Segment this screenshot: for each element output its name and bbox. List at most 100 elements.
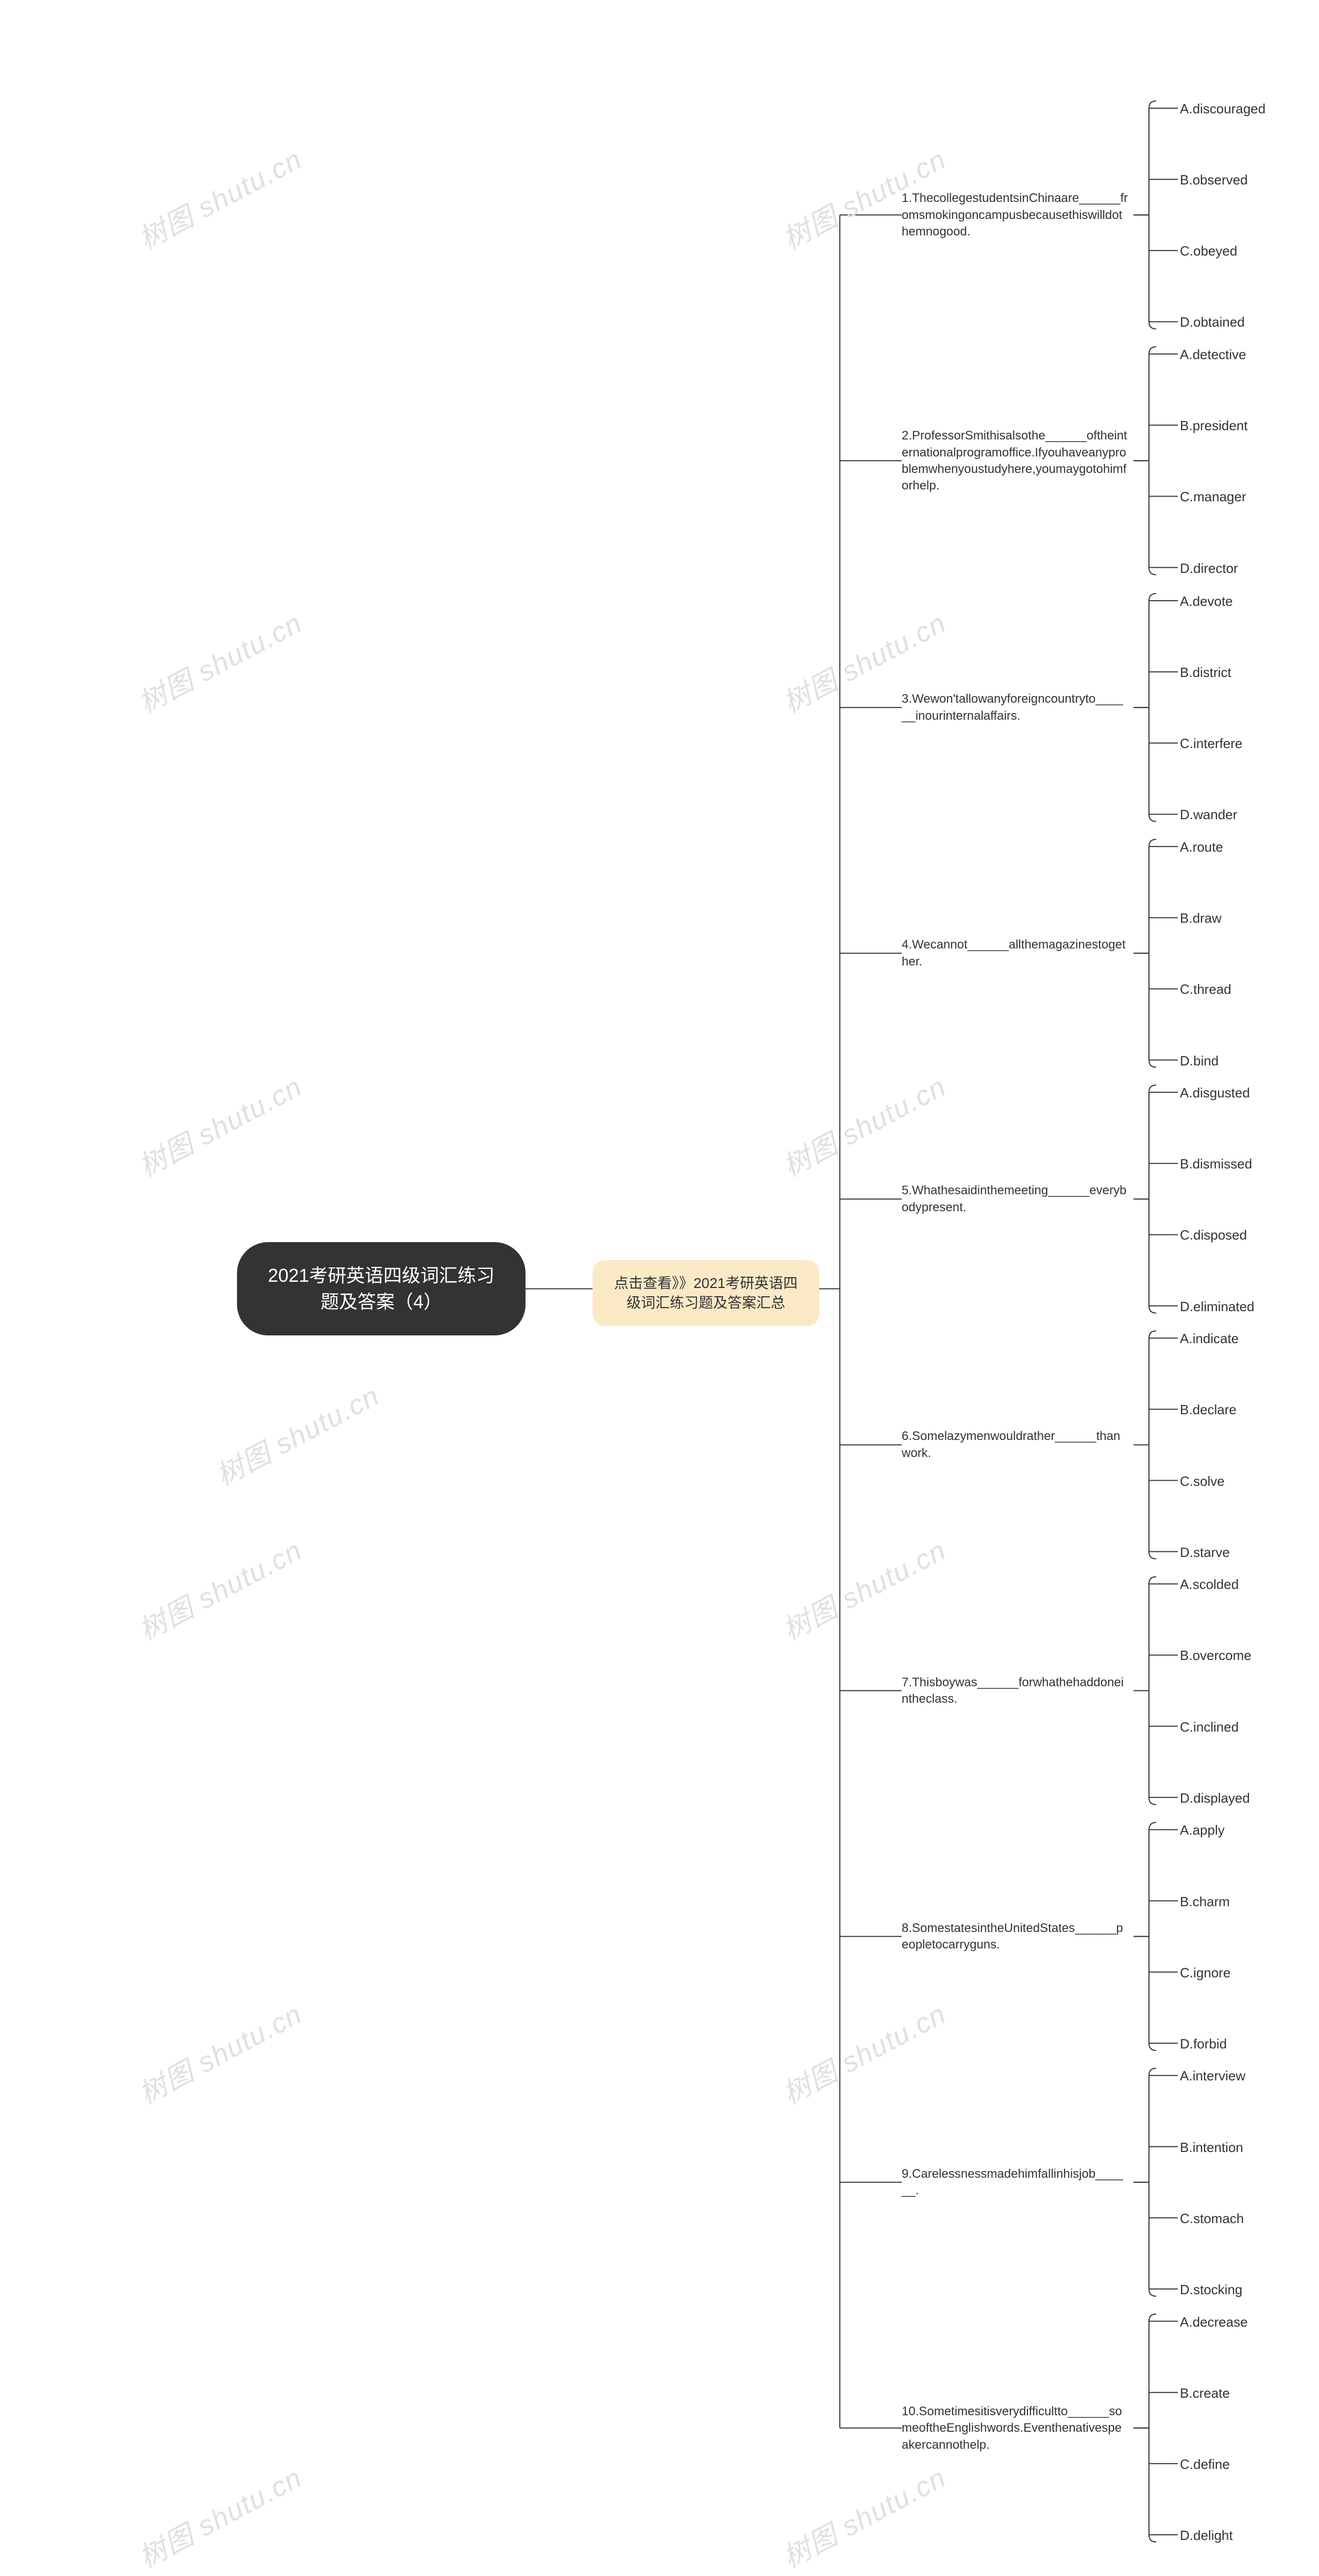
option-3-C: C.interfere [1180, 735, 1242, 753]
option-1-B: B.observed [1180, 171, 1248, 189]
option-3-B: B.district [1180, 664, 1231, 682]
option-2-B: B.president [1180, 417, 1248, 435]
watermark: 树图 shutu.cn [774, 1991, 952, 2112]
question-text: 9.Carelessnessmadehimfallinhisjob______. [902, 2167, 1123, 2197]
watermark: 树图 shutu.cn [130, 1528, 308, 1648]
question-2: 2.ProfessorSmithisalsothe______oftheinte… [902, 428, 1128, 495]
option-4-B: B.draw [1180, 909, 1222, 927]
option-5-C: C.disposed [1180, 1226, 1247, 1244]
option-label: D.director [1180, 561, 1238, 576]
question-text: 4.Wecannot______allthemagazinestogether. [902, 938, 1126, 968]
option-label: A.disgusted [1180, 1085, 1250, 1100]
option-label: A.scolded [1180, 1577, 1239, 1592]
option-label: C.obeyed [1180, 243, 1237, 259]
option-10-C: C.define [1180, 2455, 1230, 2473]
option-2-A: A.detective [1180, 346, 1246, 364]
question-5: 5.Whathesaidinthemeeting______everybodyp… [902, 1182, 1128, 1216]
option-label: B.draw [1180, 910, 1222, 926]
option-label: D.stocking [1180, 2282, 1242, 2297]
root-title: 2021考研英语四级词汇练习题及答案（4） [268, 1265, 495, 1312]
level1-title: 点击查看》》2021考研英语四级词汇练习题及答案汇总 [614, 1275, 798, 1311]
watermark: 树图 shutu.cn [130, 2455, 308, 2575]
option-label: C.solve [1180, 1473, 1225, 1489]
option-label: A.route [1180, 839, 1223, 855]
option-label: B.dismissed [1180, 1156, 1252, 1172]
mindmap-root: 2021考研英语四级词汇练习题及答案（4） [237, 1242, 526, 1335]
option-label: B.charm [1180, 1894, 1230, 1909]
question-8: 8.SomestatesintheUnitedStates______peopl… [902, 1920, 1128, 1954]
watermark: 树图 shutu.cn [130, 1991, 308, 2112]
option-8-B: B.charm [1180, 1893, 1230, 1911]
option-2-C: C.manager [1180, 488, 1246, 506]
option-label: D.obtained [1180, 314, 1245, 330]
mindmap-level1[interactable]: 点击查看》》2021考研英语四级词汇练习题及答案汇总 [593, 1260, 819, 1326]
watermark: 树图 shutu.cn [774, 1528, 952, 1648]
question-9: 9.Carelessnessmadehimfallinhisjob______. [902, 2166, 1128, 2199]
option-label: B.president [1180, 418, 1248, 433]
option-label: C.stomach [1180, 2211, 1244, 2226]
option-7-A: A.scolded [1180, 1575, 1239, 1594]
option-10-D: D.delight [1180, 2527, 1233, 2545]
option-5-D: D.eliminated [1180, 1298, 1255, 1316]
option-10-A: A.decrease [1180, 2313, 1248, 2331]
option-label: D.displayed [1180, 1790, 1250, 1806]
option-3-D: D.wander [1180, 806, 1237, 824]
option-1-C: C.obeyed [1180, 242, 1237, 260]
question-1: 1.ThecollegestudentsinChinaare______from… [902, 190, 1128, 240]
option-label: A.decrease [1180, 2314, 1248, 2330]
option-label: A.detective [1180, 347, 1246, 362]
option-8-D: D.forbid [1180, 2035, 1227, 2053]
option-label: A.devote [1180, 594, 1233, 609]
option-1-D: D.obtained [1180, 313, 1245, 331]
option-2-D: D.director [1180, 560, 1238, 578]
option-label: D.delight [1180, 2528, 1233, 2543]
question-text: 1.ThecollegestudentsinChinaare______from… [902, 191, 1128, 239]
option-label: A.interview [1180, 2068, 1245, 2083]
option-5-A: A.disgusted [1180, 1084, 1250, 1102]
option-label: D.forbid [1180, 2036, 1227, 2052]
option-7-C: C.inclined [1180, 1718, 1239, 1736]
option-9-C: C.stomach [1180, 2210, 1244, 2228]
option-label: B.district [1180, 665, 1231, 680]
option-7-D: D.displayed [1180, 1789, 1250, 1807]
option-10-B: B.create [1180, 2384, 1230, 2402]
question-text: 8.SomestatesintheUnitedStates______peopl… [902, 1921, 1123, 1952]
option-label: A.indicate [1180, 1331, 1239, 1346]
watermark: 树图 shutu.cn [774, 2455, 952, 2575]
option-1-A: A.discouraged [1180, 100, 1265, 118]
question-text: 3.Wewon'tallowanyforeigncountryto______i… [902, 692, 1123, 722]
option-label: A.discouraged [1180, 101, 1265, 116]
option-4-A: A.route [1180, 838, 1223, 856]
question-10: 10.Sometimesitisverydifficultto______som… [902, 2403, 1128, 2453]
watermark: 树图 shutu.cn [130, 600, 308, 721]
question-text: 2.ProfessorSmithisalsothe______oftheinte… [902, 429, 1127, 493]
option-label: D.eliminated [1180, 1299, 1255, 1314]
option-3-A: A.devote [1180, 592, 1233, 611]
option-label: C.interfere [1180, 736, 1242, 751]
question-text: 10.Sometimesitisverydifficultto______som… [902, 2404, 1122, 2452]
watermark: 树图 shutu.cn [130, 1064, 308, 1184]
question-4: 4.Wecannot______allthemagazinestogether. [902, 937, 1128, 970]
option-6-D: D.starve [1180, 1544, 1230, 1562]
option-9-A: A.interview [1180, 2067, 1245, 2085]
option-label: B.intention [1180, 2140, 1243, 2155]
option-4-C: C.thread [1180, 980, 1231, 998]
option-label: C.manager [1180, 489, 1246, 504]
question-7: 7.Thisboywas______forwhathehaddoneinthec… [902, 1674, 1128, 1708]
option-label: C.thread [1180, 981, 1231, 997]
option-6-B: B.declare [1180, 1401, 1237, 1419]
option-label: C.define [1180, 2456, 1230, 2472]
option-9-D: D.stocking [1180, 2281, 1242, 2299]
question-text: 6.Somelazymenwouldrather______thanwork. [902, 1429, 1120, 1460]
option-label: B.overcome [1180, 1648, 1252, 1663]
option-label: B.declare [1180, 1402, 1237, 1417]
option-7-B: B.overcome [1180, 1647, 1252, 1665]
option-label: B.create [1180, 2385, 1230, 2401]
watermark: 树图 shutu.cn [774, 1064, 952, 1184]
option-label: D.bind [1180, 1053, 1219, 1069]
option-9-B: B.intention [1180, 2139, 1243, 2157]
question-text: 7.Thisboywas______forwhathehaddoneinthec… [902, 1675, 1124, 1706]
option-label: D.wander [1180, 807, 1237, 822]
option-label: C.disposed [1180, 1227, 1247, 1243]
option-8-A: A.apply [1180, 1821, 1225, 1839]
